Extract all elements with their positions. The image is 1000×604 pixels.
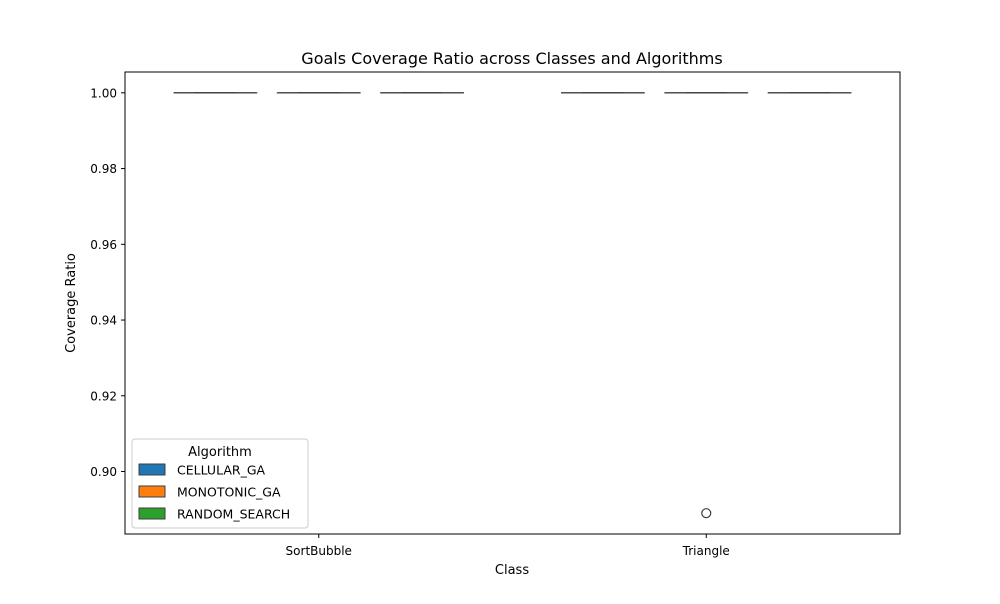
x-tick-label: SortBubble: [286, 544, 352, 558]
y-tick-label: 1.00: [90, 86, 117, 100]
legend-label: RANDOM_SEARCH: [177, 507, 290, 522]
legend: Algorithm CELLULAR_GA MONOTONIC_GA RANDOM_…: [132, 439, 308, 528]
outlier-point: [702, 509, 711, 518]
legend-swatch: [139, 508, 165, 519]
legend-swatch: [139, 486, 165, 497]
box-group: [665, 93, 748, 518]
y-tick-label: 0.92: [90, 389, 117, 403]
chart-title: Goals Coverage Ratio across Classes and …: [301, 49, 722, 68]
y-axis: 0.90 0.92 0.94 0.96 0.98 1.00: [90, 86, 125, 479]
y-tick-label: 0.90: [90, 465, 117, 479]
legend-label: MONOTONIC_GA: [177, 485, 281, 500]
y-axis-label: Coverage Ratio: [64, 253, 79, 353]
y-tick-label: 0.98: [90, 162, 117, 176]
y-tick-label: 0.96: [90, 238, 117, 252]
x-axis-label: Class: [495, 563, 529, 578]
x-tick-label: Triangle: [682, 544, 730, 558]
y-tick-label: 0.94: [90, 314, 117, 328]
legend-swatch: [139, 464, 165, 475]
legend-label: CELLULAR_GA: [177, 463, 266, 478]
legend-title: Algorithm: [188, 445, 252, 460]
x-axis: SortBubble Triangle: [286, 534, 730, 558]
